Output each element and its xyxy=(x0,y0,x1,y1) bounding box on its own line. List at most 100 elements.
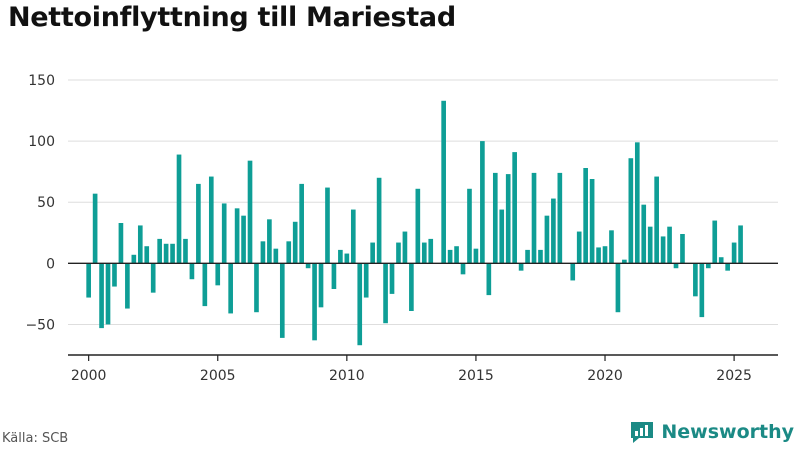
bar xyxy=(570,263,576,281)
bar xyxy=(415,188,421,264)
bar xyxy=(163,243,169,264)
bar xyxy=(480,141,485,264)
bar xyxy=(486,263,492,296)
bar xyxy=(544,215,550,264)
bar xyxy=(318,263,324,308)
bar xyxy=(673,263,679,269)
bar xyxy=(170,243,175,264)
x-tick-label: 2025 xyxy=(716,368,752,384)
bar xyxy=(183,238,188,264)
source-note: Källa: SCB xyxy=(2,431,69,446)
bar xyxy=(718,257,724,264)
bar xyxy=(99,263,104,329)
grid-lines xyxy=(68,79,778,325)
bars xyxy=(86,100,743,346)
bar xyxy=(144,246,150,264)
bar xyxy=(628,158,634,264)
bar xyxy=(712,220,718,264)
bar xyxy=(389,263,395,294)
bar xyxy=(557,172,563,264)
bar xyxy=(622,259,627,264)
bar xyxy=(409,263,414,311)
bar xyxy=(350,209,356,264)
bar xyxy=(447,249,453,264)
bar xyxy=(634,142,640,264)
bar xyxy=(131,254,137,264)
bar xyxy=(725,263,730,271)
bar xyxy=(273,248,279,264)
bar xyxy=(499,209,505,264)
bar xyxy=(654,176,659,264)
bar xyxy=(196,183,201,264)
bar xyxy=(609,230,614,264)
bar xyxy=(602,246,608,264)
newsworthy-logo-icon xyxy=(631,422,654,443)
bar xyxy=(241,215,246,264)
x-tick-label: 2015 xyxy=(458,368,494,384)
bar xyxy=(202,263,208,307)
bar xyxy=(680,234,685,264)
bar xyxy=(376,177,382,264)
bar xyxy=(344,253,350,264)
bar xyxy=(512,152,517,264)
bar xyxy=(383,263,388,324)
bar xyxy=(647,226,653,264)
bar xyxy=(596,247,601,264)
bar xyxy=(551,198,556,264)
bar xyxy=(312,263,317,341)
bar xyxy=(576,231,582,264)
bar xyxy=(525,249,530,264)
x-tick-label: 2000 xyxy=(71,368,107,384)
bar xyxy=(738,225,743,264)
bar xyxy=(279,263,285,338)
bar xyxy=(228,263,233,314)
chart-title: Nettoinflyttning till Mariestad xyxy=(8,2,456,33)
bar xyxy=(208,176,214,264)
bar xyxy=(531,172,537,264)
bar xyxy=(705,263,711,269)
bar xyxy=(215,263,221,286)
bar xyxy=(260,241,266,264)
bar xyxy=(247,160,253,264)
bar xyxy=(331,263,337,289)
bar xyxy=(357,263,363,346)
bar xyxy=(693,263,698,297)
bar xyxy=(460,263,466,275)
bar xyxy=(589,179,595,264)
bar xyxy=(234,208,240,264)
bar xyxy=(112,263,117,287)
brand-name: Newsworthy xyxy=(661,421,794,443)
bar xyxy=(396,242,401,264)
bar xyxy=(221,203,227,264)
brand-logo: Newsworthy xyxy=(629,420,794,444)
bar xyxy=(150,263,156,293)
y-axis-ticks: −50 0 50 100 150 xyxy=(25,73,55,333)
bar xyxy=(189,263,195,280)
bar xyxy=(363,263,369,298)
bar xyxy=(731,242,737,264)
bar xyxy=(254,263,259,313)
bar xyxy=(137,225,143,264)
bar xyxy=(492,172,498,264)
bar xyxy=(428,238,434,264)
bar xyxy=(86,263,91,298)
bar xyxy=(92,193,98,264)
bar xyxy=(473,248,479,264)
bar xyxy=(105,263,111,325)
y-tick-label: 100 xyxy=(28,134,55,150)
bar xyxy=(267,219,272,264)
bar xyxy=(441,100,446,264)
bar xyxy=(125,263,130,309)
bar xyxy=(518,263,524,271)
bar xyxy=(667,226,672,264)
bar xyxy=(299,183,304,264)
bar xyxy=(305,263,311,269)
bar xyxy=(505,174,511,264)
axes xyxy=(68,262,778,356)
bar xyxy=(615,263,621,313)
bar xyxy=(538,249,543,264)
bar xyxy=(370,242,375,264)
y-tick-label: 150 xyxy=(28,73,55,89)
bar xyxy=(402,231,408,264)
